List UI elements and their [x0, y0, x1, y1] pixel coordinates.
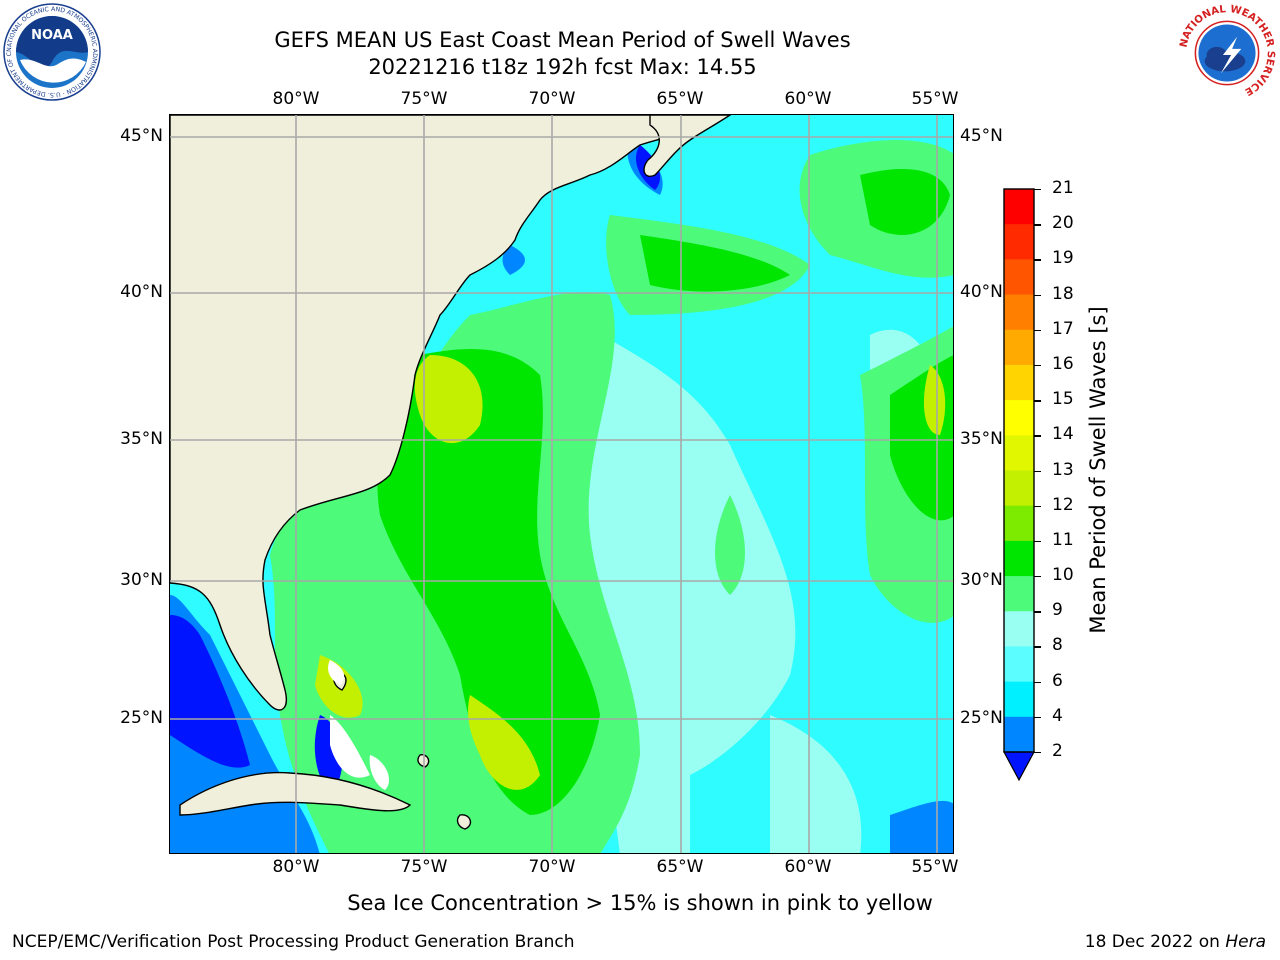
- colorbar-tick-mark: [1034, 189, 1041, 191]
- colorbar-tick-mark: [1034, 294, 1041, 296]
- colorbar-swatch: [1004, 189, 1034, 225]
- lat-label-right: 35°N: [960, 429, 1003, 449]
- colorbar-tick-label: 4: [1052, 705, 1063, 726]
- lon-label-bottom: 80°W: [272, 857, 320, 877]
- lat-label-left: 30°N: [120, 570, 163, 590]
- colorbar-swatch: [1004, 259, 1034, 296]
- lon-label-top: 80°W: [272, 89, 320, 109]
- land-mass: [170, 115, 732, 830]
- lon-label-top: 65°W: [656, 89, 704, 109]
- lon-label-bottom: 70°W: [528, 857, 576, 877]
- colorbar-label: Mean Period of Swell Waves [s]: [1086, 306, 1110, 634]
- footer-date-text: 18 Dec 2022 on: [1084, 932, 1226, 952]
- footer-host: Hera: [1225, 932, 1266, 952]
- lon-label-top: 60°W: [784, 89, 832, 109]
- colorbar-tick-mark: [1034, 681, 1041, 684]
- colorbar-tick-mark: [1034, 364, 1041, 367]
- colorbar-tick-label: 6: [1052, 670, 1063, 691]
- lat-label-right: 25°N: [960, 708, 1003, 728]
- lon-label-bottom: 55°W: [911, 857, 959, 877]
- colorbar-tick-label: 20: [1052, 213, 1074, 234]
- colorbar-tick-label: 19: [1052, 248, 1074, 269]
- colorbar-tick-mark: [1034, 716, 1041, 719]
- bank-areas: [328, 660, 390, 790]
- footer-credit: NCEP/EMC/Verification Post Processing Pr…: [12, 932, 575, 952]
- chart-subtitle: 20221216 t18z 192h fcst Max: 14.55: [368, 55, 757, 79]
- colorbar-tick-mark: [1034, 400, 1041, 402]
- lat-label-left: 45°N: [120, 126, 163, 146]
- colorbar-tick-mark: [1034, 505, 1041, 508]
- colorbar-tick-mark: [1034, 646, 1041, 648]
- colorbar: [1002, 188, 1036, 782]
- colorbar-tick-label: 16: [1052, 353, 1074, 374]
- lon-label-top: 75°W: [400, 89, 448, 109]
- colorbar-tick-mark: [1034, 259, 1041, 261]
- colorbar-swatch: [1004, 470, 1034, 507]
- colorbar-tick-label: 13: [1052, 459, 1074, 480]
- colorbar-tick-mark: [1034, 611, 1041, 613]
- lat-label-right: 30°N: [960, 570, 1003, 590]
- colorbar-swatch: [1004, 540, 1034, 577]
- colorbar-tick-mark: [1034, 470, 1041, 472]
- lon-label-bottom: 75°W: [400, 857, 448, 877]
- swell-period-map: [170, 115, 953, 853]
- colorbar-extend-arrow: [1002, 751, 1036, 782]
- lon-label-bottom: 60°W: [784, 857, 832, 877]
- lat-label-right: 45°N: [960, 126, 1003, 146]
- sea-ice-caption: Sea Ice Concentration > 15% is shown in …: [347, 891, 933, 915]
- lat-label-right: 40°N: [960, 282, 1003, 302]
- colorbar-swatch: [1004, 400, 1034, 436]
- colorbar-tick-mark: [1034, 576, 1041, 578]
- colorbar-tick-mark: [1034, 224, 1041, 226]
- colorbar-tick-label: 17: [1052, 318, 1074, 339]
- colorbar-tick-label: 15: [1052, 389, 1074, 410]
- colorbar-swatch: [1004, 294, 1034, 331]
- lon-label-top: 55°W: [911, 89, 959, 109]
- colorbar-swatch: [1004, 329, 1034, 366]
- colorbar-tick-mark: [1034, 435, 1041, 437]
- colorbar-tick-label: 12: [1052, 494, 1074, 515]
- map-panel: [169, 114, 954, 854]
- colorbar-swatch: [1004, 435, 1034, 471]
- noaa-logo: NATIONAL OCEANIC AND ATMOSPHERIC ADMINIS…: [2, 2, 101, 101]
- chart-title: GEFS MEAN US East Coast Mean Period of S…: [274, 28, 851, 52]
- colorbar-tick-mark: [1034, 540, 1041, 543]
- lon-label-top: 70°W: [528, 89, 576, 109]
- footer-date: 18 Dec 2022 on Hera: [1085, 932, 1266, 952]
- nws-logo: NATIONAL WEATHER SERVICE: [1178, 4, 1276, 102]
- colorbar-tick-label: 11: [1052, 529, 1074, 550]
- svg-text:NOAA: NOAA: [31, 28, 73, 43]
- colorbar-tick-label: 9: [1052, 600, 1063, 621]
- colorbar-tick-mark: [1034, 752, 1041, 754]
- colorbar-tick-label: 2: [1052, 741, 1063, 761]
- colorbar-swatch: [1004, 576, 1034, 612]
- colorbar-swatch: [1004, 224, 1034, 260]
- colorbar-tick-label: 14: [1052, 424, 1074, 445]
- colorbar-swatch: [1004, 364, 1034, 401]
- colorbar-swatch: [1004, 646, 1034, 683]
- colorbar-swatch: [1004, 611, 1034, 647]
- colorbar-tick-label: 18: [1052, 283, 1074, 304]
- colorbar-tick-mark: [1034, 329, 1041, 332]
- lat-label-left: 35°N: [120, 429, 163, 449]
- colorbar-tick-label: 8: [1052, 635, 1063, 656]
- colorbar-swatch: [1004, 716, 1034, 753]
- lon-label-bottom: 65°W: [656, 857, 704, 877]
- colorbar-swatch: [1004, 681, 1034, 718]
- colorbar-swatch: [1004, 505, 1034, 542]
- lat-label-left: 25°N: [120, 708, 163, 728]
- colorbar-tick-label: 10: [1052, 565, 1074, 586]
- graticule: [170, 115, 953, 853]
- colorbar-tick-label: 21: [1052, 178, 1074, 198]
- lat-label-left: 40°N: [120, 282, 163, 302]
